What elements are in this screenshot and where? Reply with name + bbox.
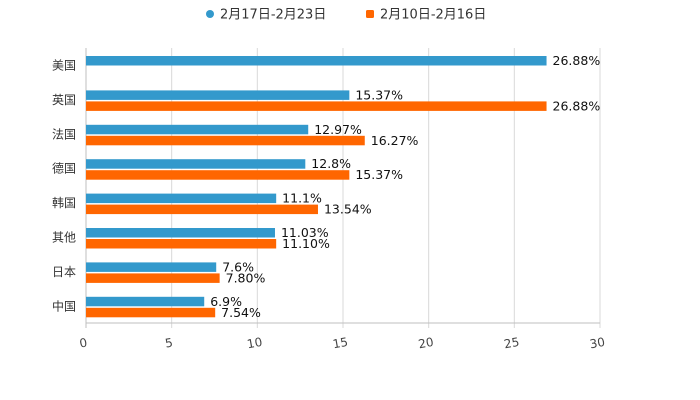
data-label: 15.37% xyxy=(355,87,403,102)
category-label: 中国 xyxy=(52,298,76,313)
gridlines xyxy=(85,48,601,328)
data-label: 15.37% xyxy=(355,167,403,182)
data-label: 12.8% xyxy=(311,156,351,171)
x-tick-label: 20 xyxy=(417,335,434,351)
data-label: 11.10% xyxy=(282,236,330,251)
category-label: 美国 xyxy=(52,59,76,73)
chart-legend: 2月17日-2月23日 2月10日-2月16日 xyxy=(206,8,486,23)
bar xyxy=(86,124,309,135)
bar xyxy=(86,273,220,283)
data-label: 26.88% xyxy=(553,98,601,113)
bar xyxy=(86,239,277,249)
bar xyxy=(86,90,350,100)
data-label: 7.6% xyxy=(222,259,254,274)
data-label: 7.54% xyxy=(221,305,261,320)
category-label: 英国 xyxy=(52,93,76,107)
bars: 26.88% 15.37% 26.88% 12.97% 16.27% 12.8% 15.37… xyxy=(86,53,600,320)
data-label: 11.1% xyxy=(282,191,322,206)
bar xyxy=(86,101,547,111)
data-label: 11.03% xyxy=(281,225,329,240)
category-label: 其他 xyxy=(52,231,76,245)
x-tick-label: 30 xyxy=(589,335,606,351)
data-label: 6.9% xyxy=(210,294,242,309)
legend-label: 2月17日-2月23日 xyxy=(220,8,326,23)
bar xyxy=(86,296,205,307)
legend-marker-rect xyxy=(366,10,374,18)
category-label: 法国 xyxy=(52,127,76,141)
value-axis: 0 5 10 15 20 25 30 xyxy=(78,335,606,351)
bar xyxy=(86,159,306,169)
bar xyxy=(86,262,217,272)
x-tick-label: 25 xyxy=(503,335,520,351)
bar xyxy=(86,56,547,66)
bar xyxy=(86,204,318,215)
data-label: 16.27% xyxy=(371,133,419,148)
bar xyxy=(86,135,365,146)
bar xyxy=(86,307,216,318)
bar xyxy=(86,228,275,238)
category-label: 韩国 xyxy=(52,195,76,210)
bar xyxy=(86,170,350,180)
data-label: 26.88% xyxy=(553,53,601,68)
legend-label: 2月10日-2月16日 xyxy=(380,8,486,23)
x-tick-label: 0 xyxy=(78,336,88,351)
data-label: 12.97% xyxy=(314,122,362,137)
category-label: 日本 xyxy=(52,265,76,279)
data-label: 13.54% xyxy=(324,202,372,217)
data-label: 7.80% xyxy=(226,270,266,285)
x-tick-label: 10 xyxy=(246,335,263,351)
category-label: 德国 xyxy=(52,161,76,176)
x-tick-label: 5 xyxy=(164,336,174,351)
x-tick-label: 15 xyxy=(332,335,349,351)
legend-marker-circle xyxy=(206,10,214,18)
bar xyxy=(86,193,277,204)
